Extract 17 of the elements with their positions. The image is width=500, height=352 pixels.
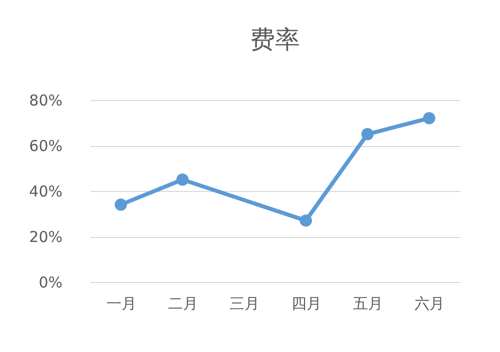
x-tick-label: 五月 bbox=[353, 294, 383, 312]
x-tick-label: 四月 bbox=[291, 294, 322, 312]
point bbox=[176, 174, 189, 186]
y-tick-label: 40% bbox=[29, 182, 62, 200]
point bbox=[300, 214, 312, 227]
y-tick-label: 20% bbox=[29, 228, 62, 246]
x-tick-label: 二月 bbox=[168, 294, 198, 312]
y-tick-label: 60% bbox=[29, 137, 62, 155]
x-tick-label: 三月 bbox=[230, 294, 260, 312]
x-tick-label: 一月 bbox=[106, 294, 136, 312]
x-tick-label: 六月 bbox=[414, 294, 445, 312]
y-tick-label: 0% bbox=[38, 274, 62, 292]
point bbox=[114, 198, 127, 211]
point bbox=[423, 112, 436, 124]
y-tick-label: 80% bbox=[29, 92, 62, 110]
chart-title: 费率 bbox=[250, 25, 300, 54]
point bbox=[361, 128, 374, 140]
